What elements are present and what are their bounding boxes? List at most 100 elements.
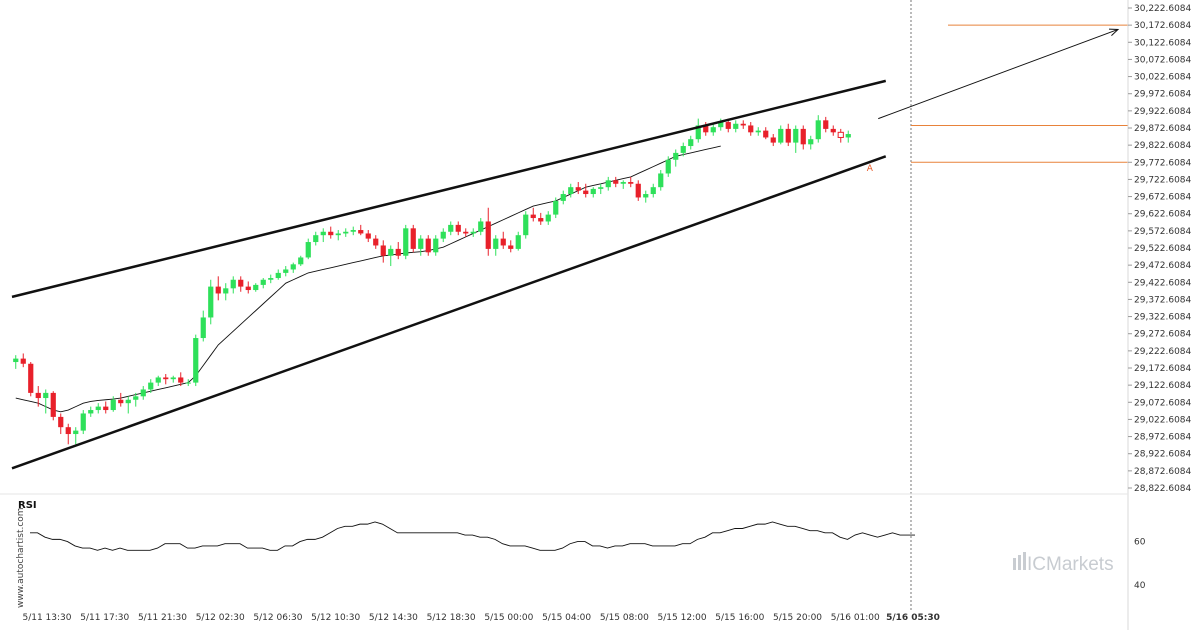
candle-body: [95, 406, 101, 411]
price-tick-label: 29,072.6084: [1134, 398, 1192, 408]
candle: [650, 183, 656, 198]
candle: [658, 170, 664, 191]
candle-body: [523, 214, 529, 236]
candle: [545, 211, 551, 225]
candle-body: [253, 284, 259, 291]
candle-body: [155, 377, 161, 383]
candle-body: [320, 231, 326, 236]
candle-body: [20, 358, 26, 364]
time-tick-label: 5/15 16:00: [715, 613, 764, 623]
candle-body: [470, 231, 476, 234]
candle: [230, 276, 236, 294]
candle-body: [388, 248, 394, 256]
candle-body: [425, 238, 431, 253]
candle: [335, 230, 341, 241]
candle-body: [35, 392, 41, 399]
candle: [118, 392, 124, 407]
candle: [823, 116, 829, 133]
candle: [695, 118, 701, 143]
candle: [140, 386, 146, 400]
candle-body: [650, 187, 656, 195]
candle: [58, 413, 64, 435]
candle-body: [328, 231, 334, 236]
price-tick-label: 29,172.6084: [1134, 364, 1192, 374]
candle: [837, 128, 844, 143]
candle: [193, 334, 199, 387]
time-tick-label: 5/16 01:00: [831, 613, 880, 623]
candle-body: [568, 187, 574, 195]
candle: [133, 392, 139, 407]
pattern-overlay: A: [11, 24, 1128, 470]
candle: [530, 207, 536, 222]
candle-body: [725, 122, 731, 129]
price-tick-label: 29,672.6084: [1134, 193, 1192, 203]
candle: [605, 176, 611, 191]
candle: [793, 125, 799, 153]
candle: [350, 226, 356, 236]
candle: [88, 406, 94, 417]
projection-arrow-line: [878, 28, 1119, 120]
candle-body: [433, 238, 439, 253]
candle-body: [703, 125, 709, 133]
candle-body: [58, 416, 64, 428]
price-tick-label: 29,372.6084: [1134, 295, 1192, 305]
brand-logo: ICMarkets: [1013, 552, 1114, 575]
candle-body: [785, 128, 791, 143]
candle-body: [163, 377, 169, 380]
time-tick-label: 5/16 05:30: [886, 613, 940, 623]
candle: [155, 375, 161, 387]
candle: [365, 230, 371, 243]
candle-body: [530, 214, 536, 219]
candle-body: [560, 194, 566, 201]
candle-body: [508, 245, 514, 249]
rsi-tick-label: 40: [1134, 581, 1146, 591]
candle: [815, 115, 821, 143]
time-tick-label: 5/11 13:30: [22, 613, 71, 623]
candle-body: [418, 238, 424, 249]
candle-body: [305, 242, 311, 258]
candle-body: [515, 235, 521, 249]
candle-body: [605, 180, 611, 188]
candle: [50, 391, 56, 421]
price-tick-label: 29,872.6084: [1134, 124, 1192, 134]
candle: [328, 226, 334, 239]
candle: [710, 123, 716, 136]
candle-body: [448, 224, 454, 232]
candle: [178, 372, 184, 387]
candle-body: [463, 231, 469, 234]
price-axis: 30,222.6084 30,172.6084 30,122.6084 30,072.…: [1127, 0, 1192, 630]
candle: [785, 123, 791, 147]
candle-body: [665, 159, 671, 174]
candle-body: [140, 389, 146, 397]
candle: [418, 235, 424, 256]
candle-body: [823, 120, 829, 129]
candle: [583, 183, 589, 198]
price-tick-label: 29,322.6084: [1134, 313, 1192, 323]
candle-body: [13, 358, 19, 363]
candle: [538, 212, 544, 225]
candle: [185, 379, 191, 387]
candle: [628, 176, 634, 188]
price-tick-label: 29,722.6084: [1134, 175, 1192, 185]
candle: [590, 187, 596, 198]
candle: [463, 228, 469, 237]
time-tick-label: 5/15 12:00: [658, 613, 707, 623]
candle-body: [110, 399, 116, 411]
rsi-line: [30, 521, 915, 551]
channel-upper-line: [11, 79, 887, 299]
candle-body: [553, 200, 559, 215]
price-tick-label: 29,922.6084: [1134, 107, 1192, 117]
candle: [313, 231, 319, 246]
candle-body: [275, 272, 281, 279]
candle: [433, 235, 439, 256]
candle: [245, 281, 251, 294]
candle: [103, 401, 109, 414]
candle: [170, 375, 176, 383]
candle: [523, 211, 529, 239]
rsi-title: RSI: [18, 500, 37, 511]
candle-body: [695, 125, 701, 140]
candle: [163, 374, 169, 385]
candle: [733, 120, 739, 133]
candle: [253, 283, 259, 292]
